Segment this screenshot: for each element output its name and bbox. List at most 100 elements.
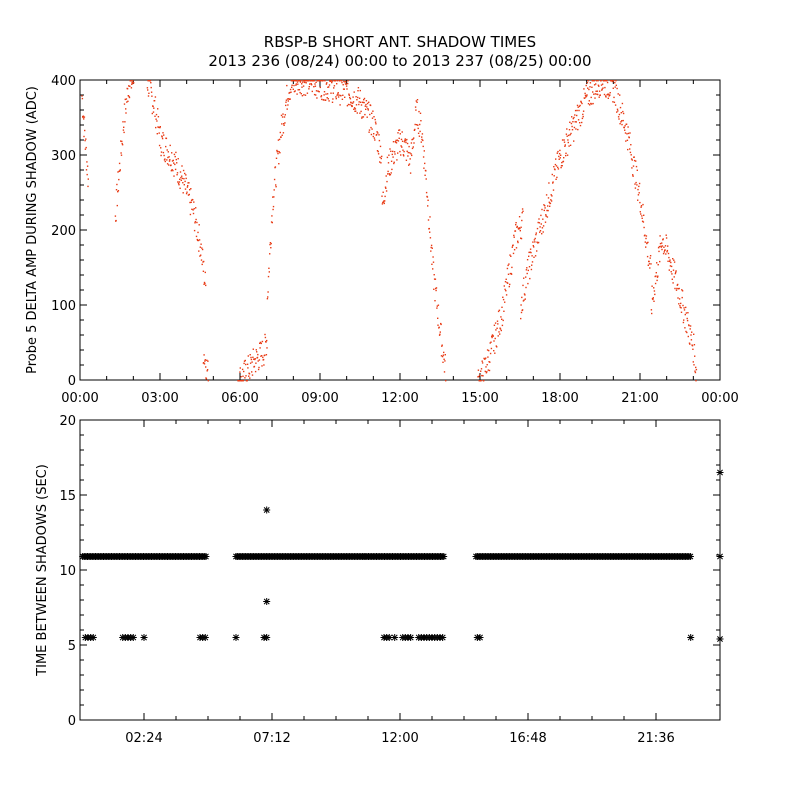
data-point bbox=[482, 375, 484, 377]
data-point bbox=[384, 186, 387, 188]
data-point bbox=[531, 261, 534, 263]
data-point bbox=[372, 110, 374, 112]
data-point bbox=[406, 138, 408, 141]
data-point bbox=[290, 80, 293, 82]
data-point bbox=[243, 370, 245, 373]
data-point bbox=[629, 148, 631, 150]
data-point bbox=[339, 104, 341, 106]
data-point bbox=[691, 345, 694, 347]
data-point bbox=[371, 112, 373, 114]
data-point bbox=[626, 133, 628, 135]
data-point bbox=[399, 150, 401, 153]
data-point bbox=[317, 90, 320, 93]
data-point bbox=[382, 201, 385, 203]
data-point bbox=[116, 204, 118, 207]
data-point bbox=[158, 126, 160, 129]
data-point bbox=[302, 85, 305, 87]
x-tick-label: 18:00 bbox=[541, 391, 578, 406]
data-point bbox=[287, 104, 289, 106]
data-point bbox=[296, 81, 299, 83]
data-point bbox=[175, 151, 177, 154]
data-point bbox=[336, 94, 338, 96]
data-point bbox=[519, 227, 521, 230]
data-point bbox=[523, 299, 525, 301]
data-point bbox=[669, 265, 672, 267]
data-point bbox=[410, 153, 412, 155]
data-point bbox=[296, 80, 298, 82]
data-point bbox=[499, 333, 501, 335]
data-point bbox=[133, 82, 135, 84]
data-point bbox=[355, 110, 357, 112]
data-point bbox=[433, 288, 435, 290]
data-point bbox=[658, 250, 660, 253]
data-point bbox=[382, 191, 384, 193]
data-point bbox=[120, 154, 123, 156]
data-point bbox=[403, 150, 405, 153]
data-point bbox=[677, 288, 680, 290]
asterisk-stroke bbox=[130, 634, 137, 641]
data-point bbox=[538, 218, 540, 220]
data-point bbox=[318, 91, 320, 93]
data-point bbox=[682, 321, 685, 324]
data-point bbox=[414, 123, 416, 126]
data-point bbox=[599, 94, 601, 96]
data-point bbox=[694, 370, 696, 372]
data-series-segment bbox=[81, 95, 89, 188]
data-point bbox=[428, 227, 430, 230]
data-point bbox=[685, 330, 687, 333]
data-point bbox=[479, 380, 481, 382]
data-point bbox=[646, 242, 648, 245]
data-point bbox=[122, 129, 125, 131]
y-tick-label: 15 bbox=[59, 489, 76, 504]
data-point bbox=[193, 208, 195, 210]
data-point bbox=[172, 169, 174, 172]
data-point bbox=[294, 90, 296, 92]
data-point bbox=[151, 95, 153, 97]
y-tick-label: 0 bbox=[68, 374, 76, 389]
data-point bbox=[693, 364, 695, 366]
data-point bbox=[674, 287, 676, 290]
data-point bbox=[532, 241, 534, 243]
data-point bbox=[179, 187, 181, 189]
data-point bbox=[176, 174, 178, 176]
data-point bbox=[683, 307, 685, 309]
data-point bbox=[129, 85, 131, 87]
data-point bbox=[427, 219, 430, 221]
data-point bbox=[197, 239, 200, 242]
data-point bbox=[197, 231, 199, 234]
data-point bbox=[389, 173, 392, 176]
data-point bbox=[185, 192, 188, 195]
plot-frame bbox=[79, 79, 721, 381]
data-point bbox=[152, 111, 155, 113]
data-point bbox=[342, 84, 344, 86]
asterisk-stroke bbox=[477, 634, 483, 641]
data-point bbox=[296, 93, 298, 95]
data-point bbox=[603, 93, 606, 96]
data-point bbox=[573, 116, 575, 119]
data-point bbox=[409, 172, 412, 174]
data-point bbox=[157, 126, 159, 128]
data-point bbox=[485, 372, 488, 374]
data-point bbox=[380, 162, 382, 164]
data-point bbox=[246, 363, 249, 365]
data-point bbox=[586, 82, 589, 84]
data-point bbox=[640, 205, 643, 207]
data-point bbox=[571, 125, 573, 128]
data-point bbox=[638, 185, 640, 188]
data-point bbox=[267, 296, 269, 298]
data-point bbox=[670, 261, 672, 264]
data-point bbox=[437, 317, 439, 319]
data-point bbox=[638, 192, 640, 194]
data-point bbox=[499, 327, 501, 329]
data-point bbox=[678, 298, 681, 300]
data-point bbox=[285, 104, 287, 107]
data-point bbox=[359, 89, 361, 92]
data-point bbox=[156, 133, 158, 135]
data-point bbox=[385, 190, 388, 192]
data-point bbox=[633, 156, 635, 158]
data-point bbox=[261, 340, 264, 343]
data-point bbox=[652, 297, 654, 299]
data-point bbox=[341, 98, 344, 100]
data-point bbox=[184, 188, 187, 190]
data-point bbox=[86, 165, 89, 167]
